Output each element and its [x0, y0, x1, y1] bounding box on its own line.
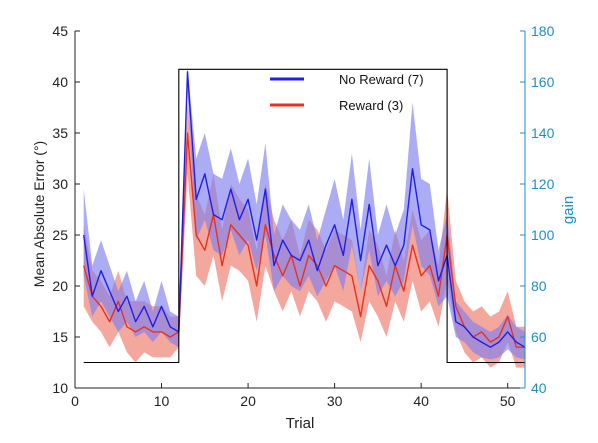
y-axis-label-left: Mean Absolute Error (°)	[31, 141, 47, 287]
legend-label-no-reward: No Reward (7)	[339, 72, 424, 87]
y-right-tick-label: 80	[531, 278, 547, 294]
y-left-tick-label: 10	[52, 380, 68, 396]
y-right-tick-label: 140	[531, 125, 555, 141]
line-reward	[83, 132, 525, 348]
y-left-tick-label: 40	[52, 74, 68, 90]
y-left-tick-label: 30	[52, 176, 68, 192]
y-right-tick-label: 120	[531, 176, 555, 192]
y-right-tick-label: 40	[531, 380, 547, 396]
y-right-tick-label: 100	[531, 227, 555, 243]
y-axis-label-right: gain	[560, 196, 577, 224]
y-right-tick-label: 60	[531, 329, 547, 345]
x-tick-label: 0	[71, 393, 79, 409]
x-tick-label: 50	[500, 393, 516, 409]
y-left-tick-label: 15	[52, 329, 68, 345]
x-tick-label: 20	[240, 393, 256, 409]
x-tick-label: 30	[327, 393, 343, 409]
gain-line	[83, 68, 525, 364]
y-left-tick-label: 45	[52, 23, 68, 39]
x-axis-label: Trial	[286, 415, 315, 432]
y-right-tick-label: 180	[531, 23, 555, 39]
y-left-tick-label: 20	[52, 278, 68, 294]
x-tick-label: 10	[154, 393, 170, 409]
x-tick-label: 40	[413, 393, 429, 409]
y-left-tick-label: 35	[52, 125, 68, 141]
axes	[74, 30, 526, 389]
series-lines	[83, 71, 526, 348]
legend-label-reward: Reward (3)	[339, 98, 403, 113]
line-no-reward	[83, 71, 526, 348]
band-no-reward	[83, 66, 525, 360]
legend: No Reward (7) Reward (3)	[270, 72, 424, 113]
y-right-tick-label: 160	[531, 74, 555, 90]
gain-layer	[83, 68, 525, 364]
y-left-tick-label: 25	[52, 227, 68, 243]
confidence-bands	[83, 66, 525, 368]
